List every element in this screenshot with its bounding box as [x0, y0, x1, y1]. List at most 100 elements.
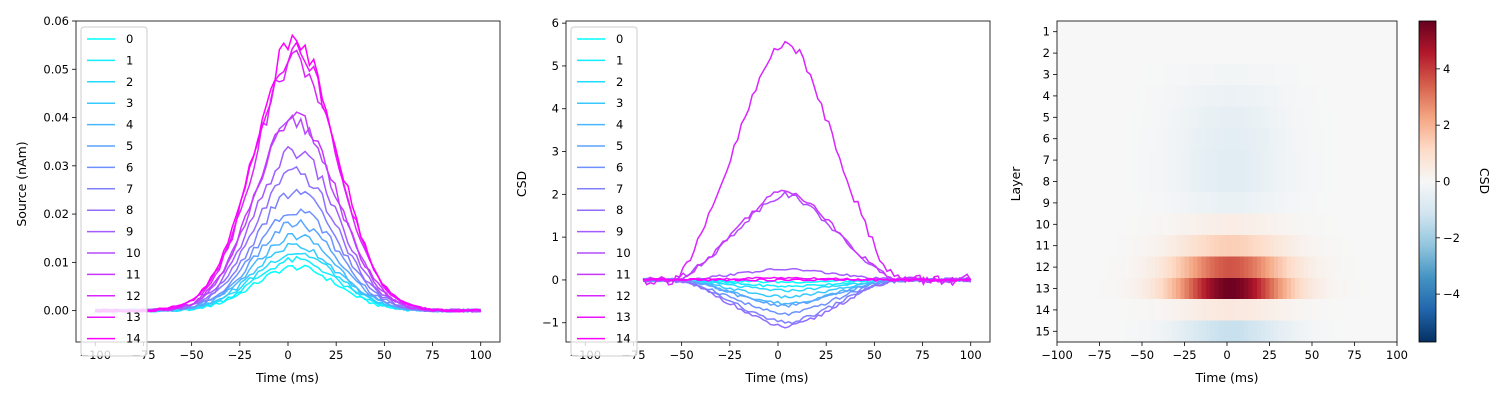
heatmap-cell [1099, 170, 1105, 193]
heatmap-cell [1358, 256, 1364, 279]
heatmap-cell [1061, 128, 1067, 150]
heatmap-cell [1222, 21, 1228, 43]
heatmap-cell [1367, 128, 1373, 150]
heatmap-cell [1346, 213, 1351, 236]
heatmap-cell [1341, 63, 1347, 86]
heatmap-cell [1137, 277, 1143, 300]
heatmap-cell [1282, 213, 1288, 236]
heatmap-cell [1256, 170, 1262, 193]
heatmap-cell [1129, 192, 1135, 215]
heatmap-cell [1184, 299, 1190, 322]
heatmap-cell [1388, 320, 1394, 343]
heatmap-cell [1108, 192, 1113, 215]
heatmap-cell [1235, 42, 1241, 65]
heatmap-cell [1222, 128, 1228, 150]
heatmap-cell [1286, 213, 1292, 236]
heatmap-cell [1171, 213, 1177, 236]
heatmap-cell [1103, 42, 1109, 65]
heatmap-cell [1375, 170, 1381, 193]
heatmap-cell [1341, 256, 1347, 279]
heatmap-cell [1282, 299, 1288, 322]
heatmap-cell [1167, 21, 1173, 43]
heatmap-cell [1278, 213, 1283, 236]
heatmap-cell [1261, 299, 1266, 322]
heatmap-cell [1069, 42, 1075, 65]
heatmap-cell [1239, 299, 1245, 322]
heatmap-cell [1380, 42, 1385, 65]
heatmap-cell [1286, 106, 1292, 129]
heatmap-cell [1078, 85, 1084, 108]
heatmap-cell [1082, 170, 1088, 193]
heatmap-cell [1278, 106, 1283, 129]
heatmap-cell [1103, 277, 1109, 300]
legend-box [570, 26, 638, 357]
heatmap-cell [1146, 170, 1152, 193]
heatmap-cell [1103, 192, 1109, 215]
heatmap-cell [1392, 63, 1398, 86]
heatmap-cell [1069, 213, 1075, 236]
y-tick-label: 7 [1043, 153, 1050, 167]
heatmap-cell [1120, 256, 1126, 279]
legend-entry-11: 11 [126, 267, 141, 281]
heatmap-cell [1244, 128, 1249, 150]
heatmap-cell [1231, 192, 1237, 215]
heatmap-cell [1303, 320, 1309, 343]
x-tick-label: 25 [329, 348, 344, 362]
heatmap-cell [1095, 320, 1101, 343]
heatmap-cell [1320, 42, 1326, 65]
heatmap-cell [1290, 320, 1296, 343]
heatmap-cell [1146, 320, 1152, 343]
heatmap-cell [1252, 192, 1258, 215]
heatmap-cell [1363, 106, 1368, 129]
heatmap-cell [1392, 299, 1398, 322]
heatmap-cell [1244, 21, 1249, 43]
heatmap-cell [1256, 149, 1262, 172]
heatmap-cell [1312, 42, 1317, 65]
heatmap-cell [1197, 106, 1203, 129]
heatmap-row-9 [1057, 192, 1398, 215]
series-line-14 [643, 278, 971, 282]
heatmap-cell [1163, 192, 1169, 215]
heatmap-cell [1367, 192, 1373, 215]
heatmap-cell [1116, 235, 1122, 257]
heatmap-cell [1286, 235, 1292, 257]
heatmap-cell [1120, 63, 1126, 86]
heatmap-cell [1329, 106, 1334, 129]
heatmap-cell [1120, 85, 1126, 108]
plot-lines [94, 33, 482, 313]
heatmap-cell [1371, 128, 1377, 150]
heatmap-cell [1218, 149, 1224, 172]
heatmap-cell [1065, 256, 1071, 279]
heatmap-cell [1201, 128, 1207, 150]
heatmap-cell [1354, 149, 1360, 172]
heatmap-cell [1188, 63, 1194, 86]
series-line-0 [95, 264, 481, 313]
heatmap-cell [1227, 256, 1232, 279]
heatmap-cell [1205, 320, 1211, 343]
y-tick-label: 4 [1043, 89, 1050, 103]
heatmap-cell [1137, 21, 1143, 43]
heatmap-cell [1197, 320, 1203, 343]
heatmap-cell [1286, 170, 1292, 193]
heatmap-cell [1261, 21, 1266, 43]
heatmap-cell [1261, 42, 1266, 65]
heatmap-cell [1184, 85, 1190, 108]
legend-entry-14: 14 [616, 332, 631, 346]
heatmap-cell [1307, 42, 1313, 65]
heatmap-cell [1337, 42, 1343, 65]
heatmap-cell [1384, 42, 1390, 65]
heatmap-cell [1125, 170, 1130, 193]
heatmap-cell [1184, 320, 1190, 343]
heatmap-cell [1392, 192, 1398, 215]
heatmap-cell [1329, 299, 1334, 322]
heatmap-cell [1069, 21, 1075, 43]
heatmap-cell [1201, 106, 1207, 129]
heatmap-cell [1261, 320, 1266, 343]
heatmap-cell [1290, 149, 1296, 172]
heatmap-cell [1184, 256, 1190, 279]
heatmap-cell [1248, 256, 1254, 279]
heatmap-cell [1392, 277, 1398, 300]
heatmap-cell [1235, 192, 1241, 215]
heatmap-cell [1150, 170, 1156, 193]
heatmap-cell [1231, 299, 1237, 322]
